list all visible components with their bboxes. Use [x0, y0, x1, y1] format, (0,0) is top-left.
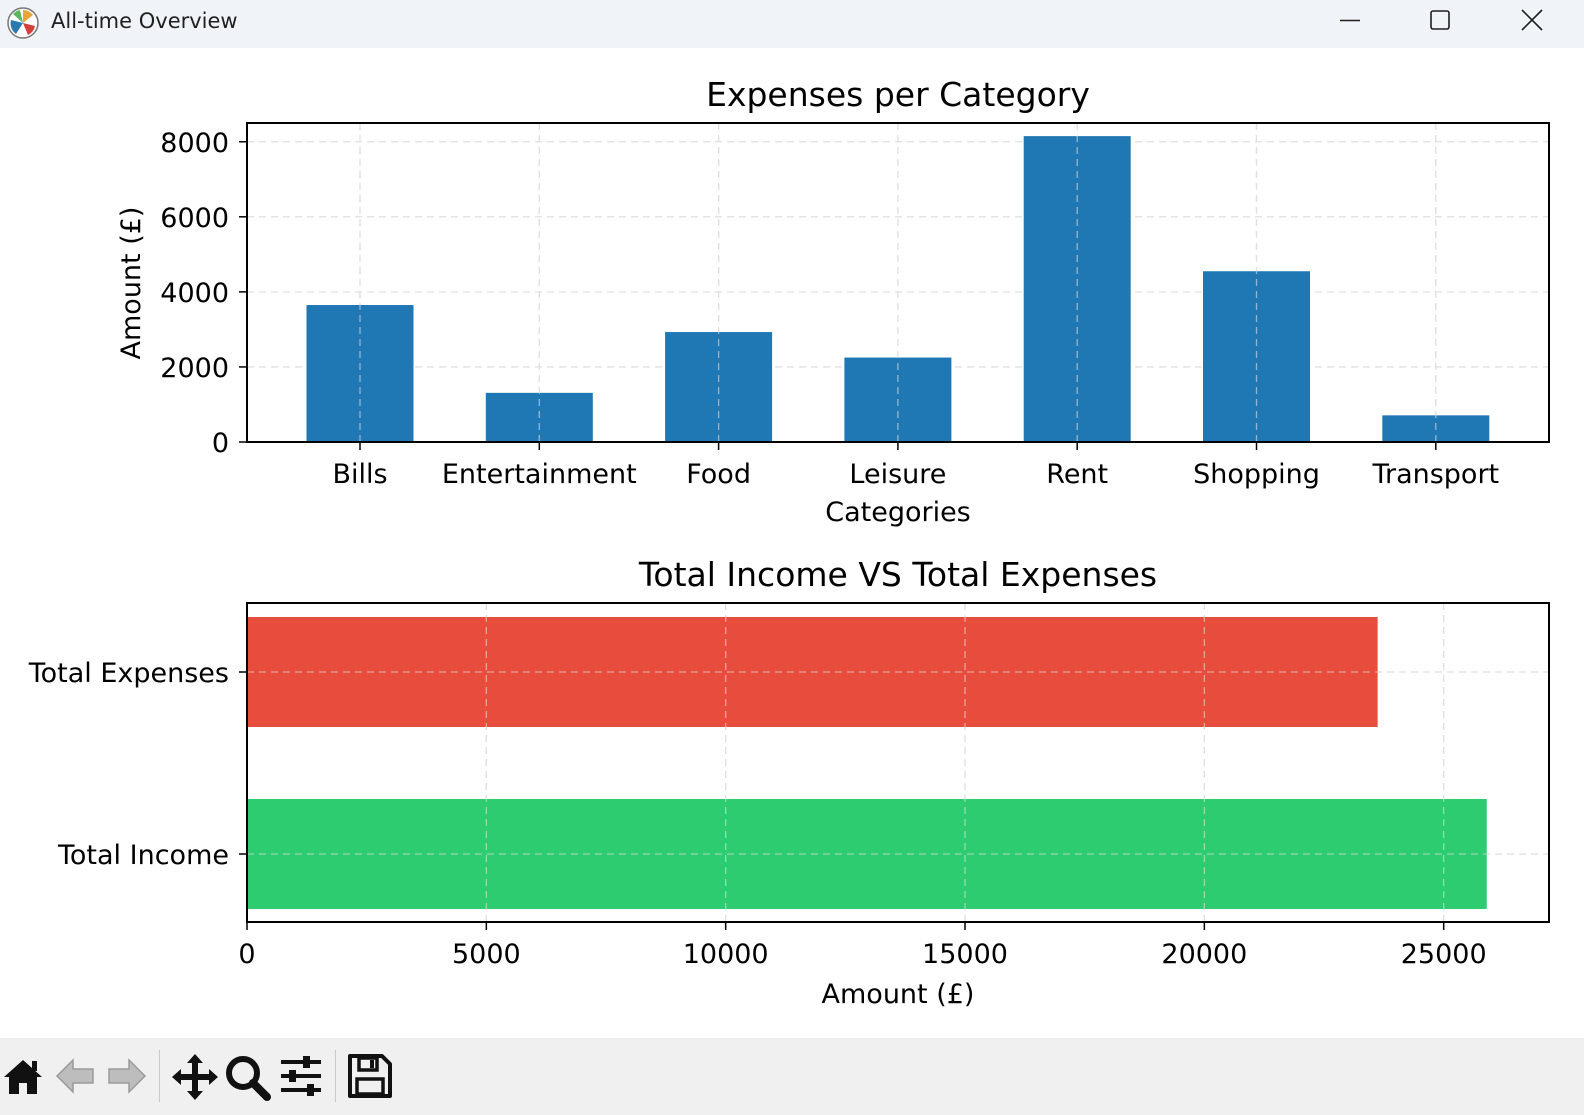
toolbar-separator	[335, 1050, 336, 1102]
x-tick-label: 15000	[922, 939, 1008, 970]
maximize-icon	[1430, 10, 1450, 30]
expenses-per-category-chart: Expenses per Category Bills Entertainment…	[116, 75, 1550, 528]
navigation-toolbar	[0, 1038, 1584, 1115]
matplotlib-icon	[7, 7, 39, 39]
x-tick-label: 5000	[452, 939, 521, 970]
bar-bills	[306, 305, 414, 442]
save-floppy-icon	[348, 1054, 392, 1098]
figure-canvas[interactable]: Expenses per Category Bills Entertainment…	[0, 48, 1584, 1038]
x-axis-ticks: Bills Entertainment Food Leisure Rent Shoppin…	[332, 442, 1499, 490]
plot-frame	[246, 602, 1550, 923]
minimize-icon	[1340, 19, 1360, 22]
window-titlebar: All-time Overview	[0, 0, 1584, 48]
forward-button[interactable]	[101, 1052, 151, 1102]
income-vs-expenses-chart: Total Income VS Total Expenses 0 5000 1000…	[28, 555, 1550, 1010]
home-button[interactable]	[0, 1052, 50, 1102]
back-button[interactable]	[51, 1052, 101, 1102]
y-axis-ticks: 0 2000 4000 6000 8000	[160, 128, 247, 459]
x-tick-label: Entertainment	[442, 459, 637, 490]
x-axis-label: Amount (£)	[822, 979, 975, 1010]
x-axis-label: Categories	[825, 497, 971, 528]
y-tick-label: Total Expenses	[28, 658, 229, 689]
save-button[interactable]	[346, 1052, 396, 1102]
y-tick-label: 2000	[160, 353, 229, 384]
zoom-button[interactable]	[222, 1052, 272, 1102]
figure-svg: Expenses per Category Bills Entertainment…	[28, 75, 1550, 1010]
maximize-button[interactable]	[1400, 0, 1480, 44]
bar-rent	[1023, 136, 1131, 442]
bars	[246, 603, 1549, 922]
x-tick-label: 10000	[683, 939, 769, 970]
x-tick-label: Bills	[332, 459, 387, 490]
x-tick-label: Leisure	[849, 459, 946, 490]
back-arrow-icon	[55, 1058, 94, 1094]
x-tick-label: 25000	[1401, 939, 1487, 970]
y-tick-label: Total Income	[57, 840, 229, 871]
x-tick-label: Food	[686, 459, 751, 490]
y-tick-label: 6000	[160, 203, 229, 234]
y-axis-ticks: Total Income Total Expenses	[28, 658, 247, 871]
minimize-button[interactable]	[1310, 0, 1390, 44]
pan-move-icon	[172, 1054, 218, 1100]
y-tick-label: 4000	[160, 278, 229, 309]
zoom-magnifier-icon	[226, 1056, 271, 1101]
window-title: All-time Overview	[51, 9, 238, 33]
pan-button[interactable]	[170, 1052, 220, 1102]
x-axis-ticks: 0 5000 10000 15000 20000 25000	[238, 922, 1487, 970]
y-axis-label: Amount (£)	[116, 207, 147, 360]
chart-title: Expenses per Category	[706, 75, 1090, 114]
close-icon	[1521, 9, 1543, 31]
y-tick-label: 0	[212, 428, 229, 459]
home-icon	[4, 1060, 42, 1094]
configure-subplots-button[interactable]	[277, 1052, 327, 1102]
x-tick-label: Shopping	[1193, 459, 1320, 490]
x-tick-label: 0	[238, 939, 255, 970]
chart-title: Total Income VS Total Expenses	[638, 555, 1157, 594]
x-tick-label: Rent	[1046, 459, 1108, 490]
forward-arrow-icon	[108, 1058, 147, 1094]
x-tick-label: Transport	[1371, 459, 1499, 490]
toolbar-separator	[159, 1050, 160, 1102]
y-tick-label: 8000	[160, 128, 229, 159]
close-button[interactable]	[1492, 0, 1572, 44]
bars	[306, 123, 1490, 442]
configure-subplots-icon	[281, 1056, 321, 1096]
x-tick-label: 20000	[1161, 939, 1247, 970]
